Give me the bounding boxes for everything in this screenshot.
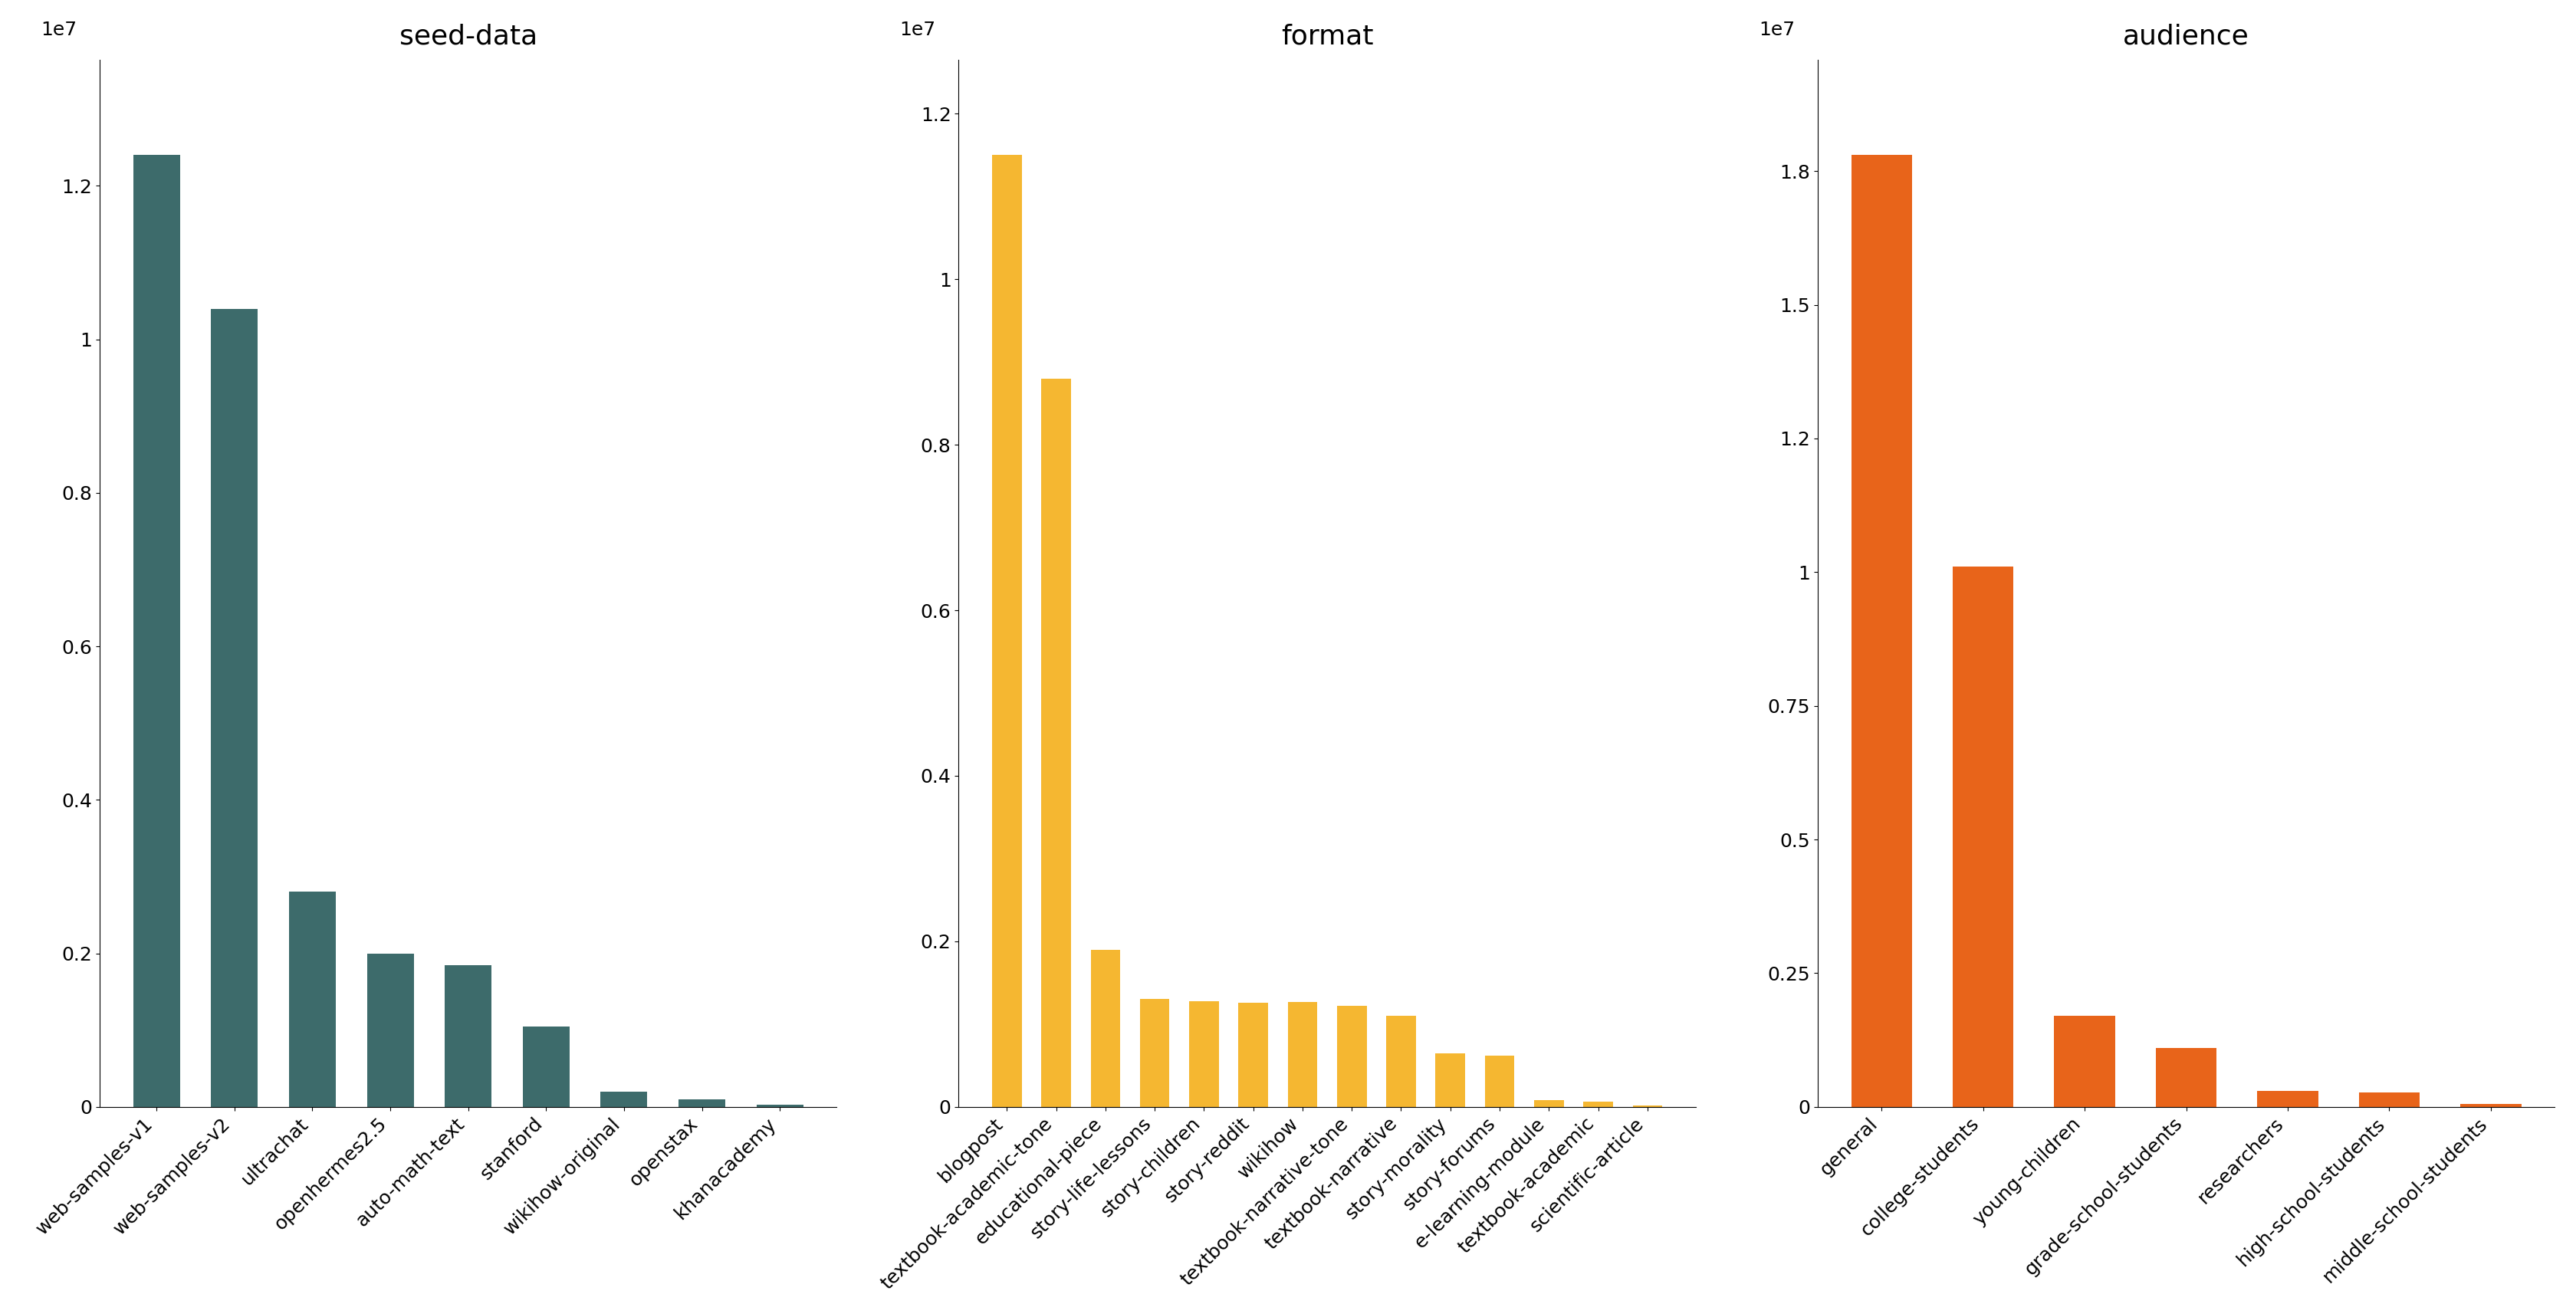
Bar: [523, 1026, 569, 1106]
Text: 1e7: 1e7: [1759, 21, 1795, 39]
Bar: [446, 964, 492, 1106]
Bar: [366, 954, 415, 1106]
Bar: [1535, 1100, 1564, 1106]
Bar: [1190, 1001, 1218, 1106]
Bar: [1239, 1003, 1267, 1106]
Bar: [992, 155, 1023, 1106]
Bar: [1435, 1053, 1466, 1106]
Bar: [211, 309, 258, 1106]
Bar: [2360, 1092, 2419, 1106]
Bar: [2053, 1016, 2115, 1106]
Bar: [1484, 1055, 1515, 1106]
Bar: [2156, 1049, 2218, 1106]
Bar: [677, 1100, 726, 1106]
Bar: [1953, 566, 2014, 1106]
Bar: [1041, 378, 1072, 1106]
Bar: [757, 1105, 804, 1106]
Text: 1e7: 1e7: [41, 21, 77, 39]
Title: audience: audience: [2123, 24, 2249, 50]
Title: seed-data: seed-data: [399, 24, 538, 50]
Bar: [1852, 155, 1911, 1106]
Bar: [2460, 1104, 2522, 1106]
Bar: [1141, 999, 1170, 1106]
Bar: [2257, 1091, 2318, 1106]
Bar: [1584, 1102, 1613, 1106]
Bar: [1337, 1007, 1368, 1106]
Bar: [600, 1092, 647, 1106]
Bar: [1090, 950, 1121, 1106]
Bar: [1288, 1001, 1316, 1106]
Text: 1e7: 1e7: [899, 21, 935, 39]
Bar: [1386, 1016, 1417, 1106]
Bar: [134, 155, 180, 1106]
Bar: [289, 892, 335, 1106]
Bar: [1633, 1105, 1662, 1106]
Title: format: format: [1280, 24, 1373, 50]
